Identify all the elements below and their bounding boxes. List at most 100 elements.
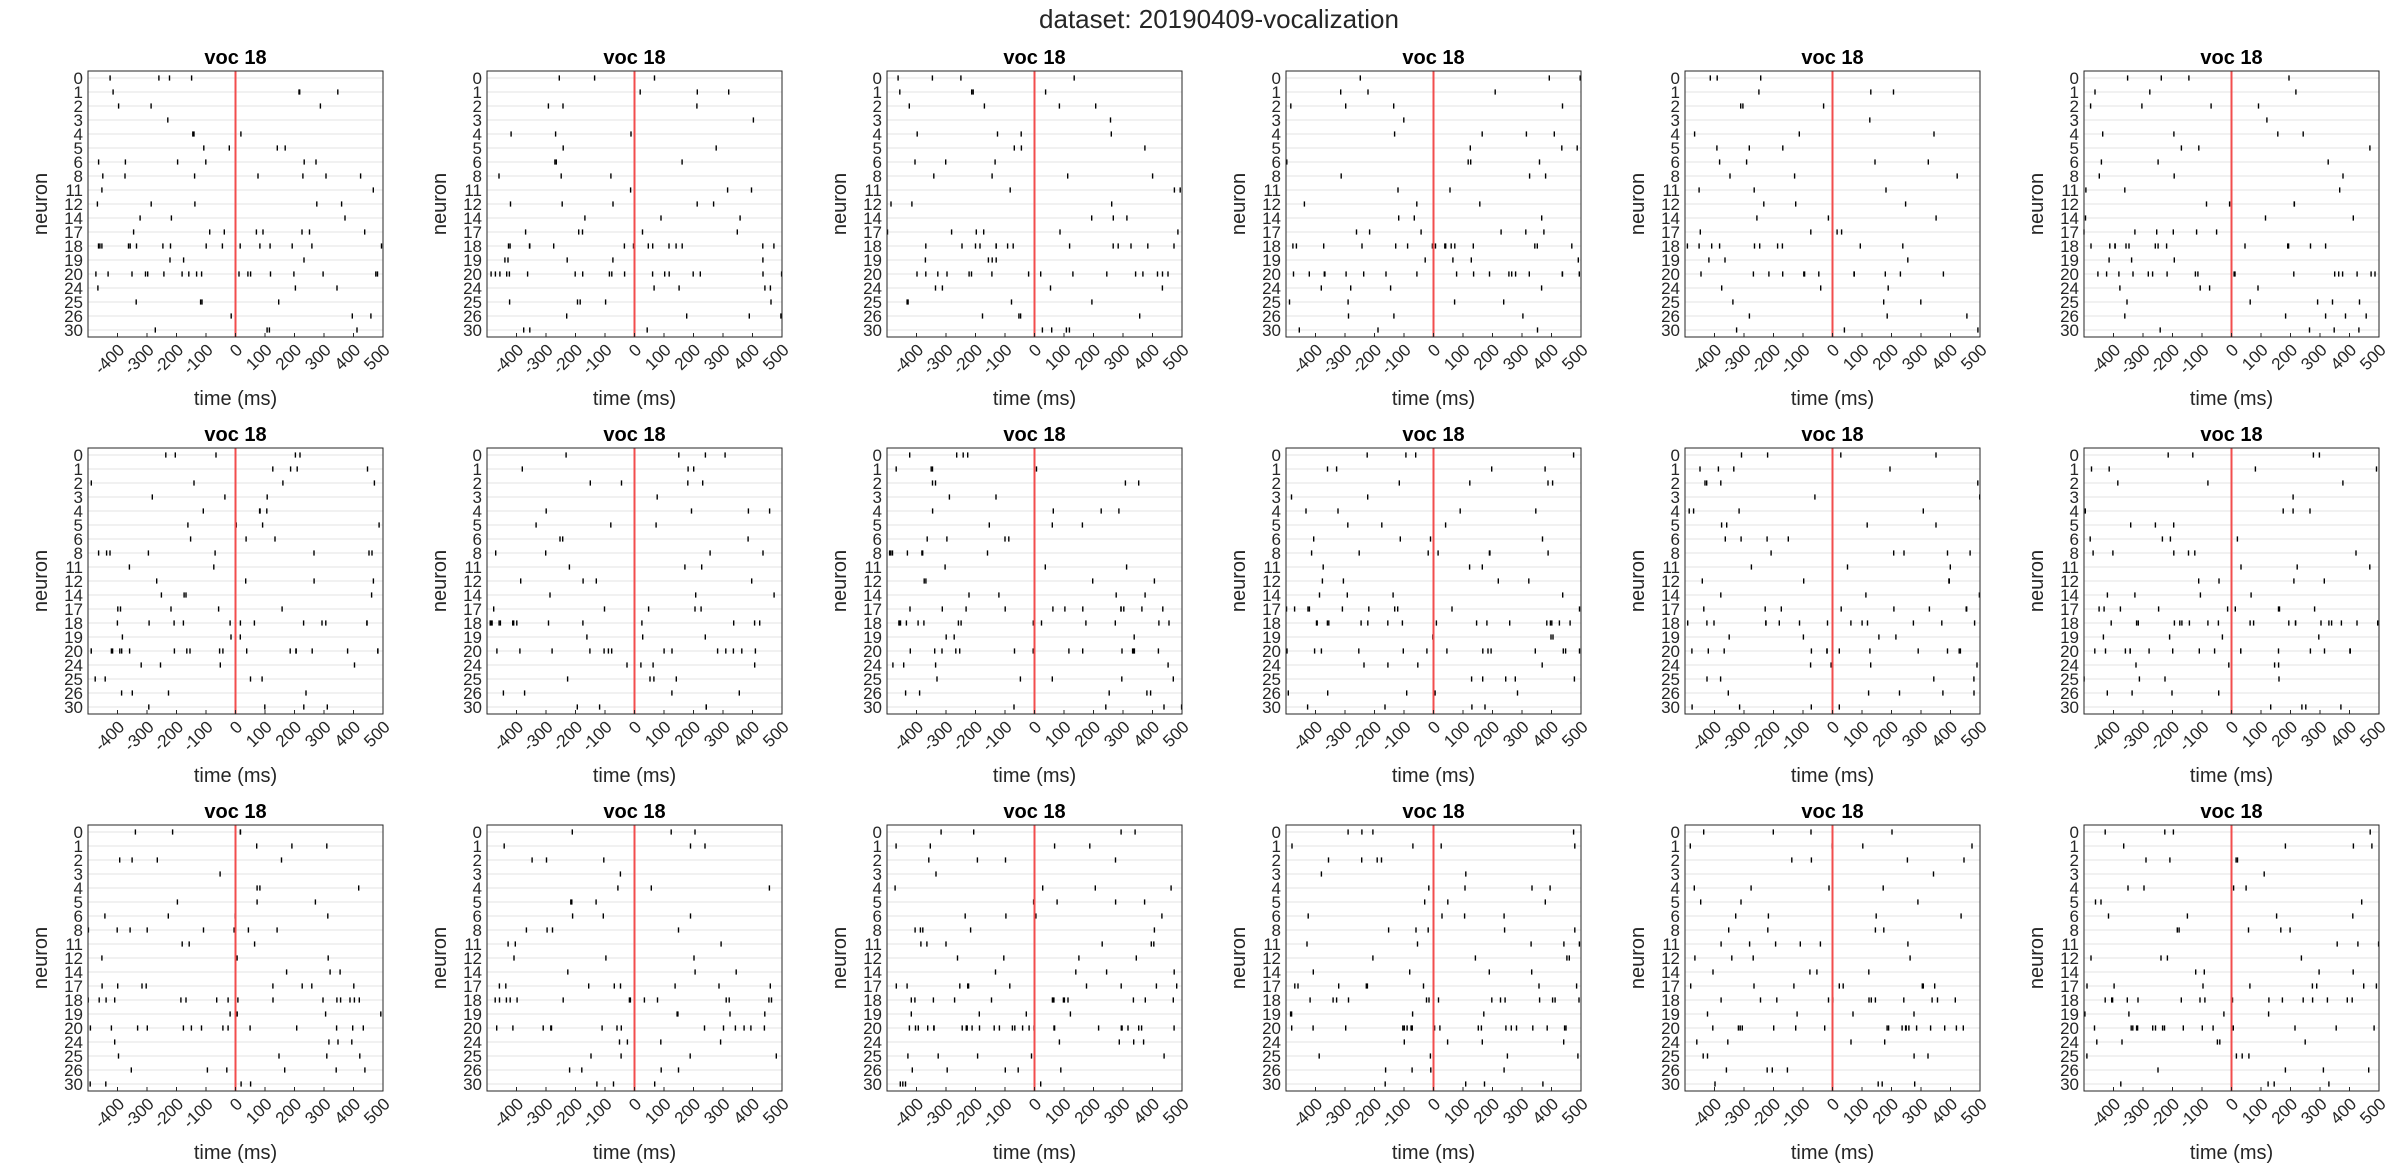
- x-tick-label: 200: [272, 717, 305, 750]
- y-tick-label: 20: [64, 1019, 83, 1038]
- y-tick-label: 14: [1661, 963, 1680, 982]
- y-tick-label: 26: [2060, 1061, 2079, 1080]
- x-tick-label: -400: [1688, 1094, 1725, 1131]
- x-tick-label: -100: [1377, 340, 1414, 377]
- y-tick-label: 1: [2070, 837, 2079, 856]
- y-tick-label: 26: [64, 307, 83, 326]
- y-tick-label: 18: [1661, 237, 1680, 256]
- y-tick-label: 11: [864, 935, 882, 954]
- y-axis-label: neuron: [1228, 550, 1250, 612]
- y-tick-label: 5: [74, 139, 83, 158]
- y-tick-label: 8: [2070, 167, 2079, 186]
- y-axis-label: neuron: [429, 550, 451, 612]
- y-tick-label: 3: [873, 488, 882, 507]
- x-tick-label: -100: [578, 1094, 615, 1131]
- y-tick-label: 1: [1272, 83, 1281, 102]
- x-axis-label: time (ms): [194, 388, 277, 410]
- y-tick-label: 26: [64, 684, 83, 703]
- y-tick-label: 24: [463, 279, 482, 298]
- y-tick-label: 5: [2070, 893, 2079, 912]
- raster-panel: voc 18012345681112141718192024252630-400…: [429, 424, 793, 787]
- y-tick-label: 26: [1262, 1061, 1281, 1080]
- x-tick-label: 400: [331, 1094, 364, 1127]
- y-tick-label: 26: [863, 684, 882, 703]
- x-axis-label: time (ms): [993, 388, 1076, 410]
- x-tick-label: 0: [2222, 717, 2242, 737]
- x-tick-label: 500: [1957, 717, 1990, 750]
- y-tick-label: 11: [1662, 181, 1680, 200]
- y-tick-label: 3: [74, 488, 83, 507]
- x-tick-label: -200: [150, 717, 187, 754]
- y-tick-label: 2: [74, 97, 83, 116]
- y-tick-label: 24: [863, 1033, 882, 1052]
- x-tick-label: 500: [759, 717, 792, 750]
- x-tick-label: 400: [1928, 1094, 1961, 1127]
- x-tick-label: 500: [1159, 1094, 1192, 1127]
- y-tick-label: 4: [2070, 879, 2079, 898]
- y-tick-label: 8: [1272, 544, 1281, 563]
- x-tick-label: 200: [671, 1094, 704, 1127]
- x-tick-label: 0: [2222, 1094, 2242, 1114]
- raster-panel: voc 18012345681112141718192024252630-400…: [1228, 424, 1592, 787]
- x-tick-label: -400: [2087, 717, 2124, 754]
- y-tick-label: 12: [64, 195, 83, 214]
- x-tick-label: -300: [919, 1094, 956, 1131]
- x-tick-label: -200: [549, 1094, 586, 1131]
- y-axis-label: neuron: [1228, 927, 1250, 989]
- y-tick-label: 4: [1671, 879, 1680, 898]
- y-tick-label: 4: [473, 502, 482, 521]
- x-tick-label: 500: [759, 340, 792, 373]
- y-tick-label: 6: [873, 153, 882, 172]
- y-tick-label: 5: [473, 893, 482, 912]
- y-tick-label: 14: [463, 209, 482, 228]
- y-tick-label: 1: [473, 83, 482, 102]
- raster-panel: voc 18012345681112141718192024252630-400…: [30, 424, 394, 787]
- y-tick-label: 19: [1661, 628, 1680, 647]
- y-tick-label: 3: [1272, 488, 1281, 507]
- x-tick-label: 400: [2327, 717, 2360, 750]
- x-tick-label: 500: [1558, 717, 1591, 750]
- y-tick-label: 0: [1671, 823, 1680, 842]
- x-tick-label: -300: [1318, 717, 1355, 754]
- y-tick-label: 2: [1272, 97, 1281, 116]
- y-tick-label: 18: [463, 237, 482, 256]
- y-tick-label: 3: [873, 111, 882, 130]
- y-tick-label: 25: [863, 1047, 882, 1066]
- x-tick-label: 500: [360, 717, 393, 750]
- y-tick-label: 8: [1671, 921, 1680, 940]
- y-tick-label: 25: [64, 670, 83, 689]
- y-tick-label: 24: [64, 1033, 83, 1052]
- x-tick-label: 0: [1025, 717, 1045, 737]
- y-tick-label: 3: [74, 111, 83, 130]
- x-tick-label: -100: [2175, 340, 2212, 377]
- x-tick-label: -300: [120, 1094, 157, 1131]
- x-tick-label: 400: [1928, 717, 1961, 750]
- y-tick-label: 25: [463, 670, 482, 689]
- y-tick-label: 12: [463, 949, 482, 968]
- y-tick-label: 6: [74, 530, 83, 549]
- x-tick-label: -400: [1289, 1094, 1326, 1131]
- y-tick-label: 4: [1272, 125, 1281, 144]
- y-tick-label: 2: [2070, 474, 2079, 493]
- x-tick-label: 200: [1071, 1094, 1104, 1127]
- raster-panel: voc 18012345681112141718192024252630-400…: [1627, 801, 1991, 1164]
- x-tick-label: -300: [1318, 1094, 1355, 1131]
- y-tick-label: 18: [863, 991, 882, 1010]
- x-tick-label: -100: [578, 340, 615, 377]
- x-tick-label: 400: [1529, 717, 1562, 750]
- x-tick-label: 100: [1839, 717, 1872, 750]
- x-tick-label: 100: [1839, 1094, 1872, 1127]
- y-tick-label: 18: [1661, 614, 1680, 633]
- x-tick-label: 0: [1823, 340, 1843, 360]
- y-tick-label: 2: [74, 851, 83, 870]
- y-tick-label: 11: [1662, 935, 1680, 954]
- x-tick-label: 0: [1025, 340, 1045, 360]
- y-tick-label: 5: [74, 893, 83, 912]
- x-tick-label: 500: [360, 340, 393, 373]
- x-tick-label: 100: [1839, 340, 1872, 373]
- y-tick-label: 8: [473, 544, 482, 563]
- y-tick-label: 4: [74, 502, 83, 521]
- y-tick-label: 12: [64, 572, 83, 591]
- y-tick-label: 20: [863, 265, 882, 284]
- y-tick-label: 11: [864, 181, 882, 200]
